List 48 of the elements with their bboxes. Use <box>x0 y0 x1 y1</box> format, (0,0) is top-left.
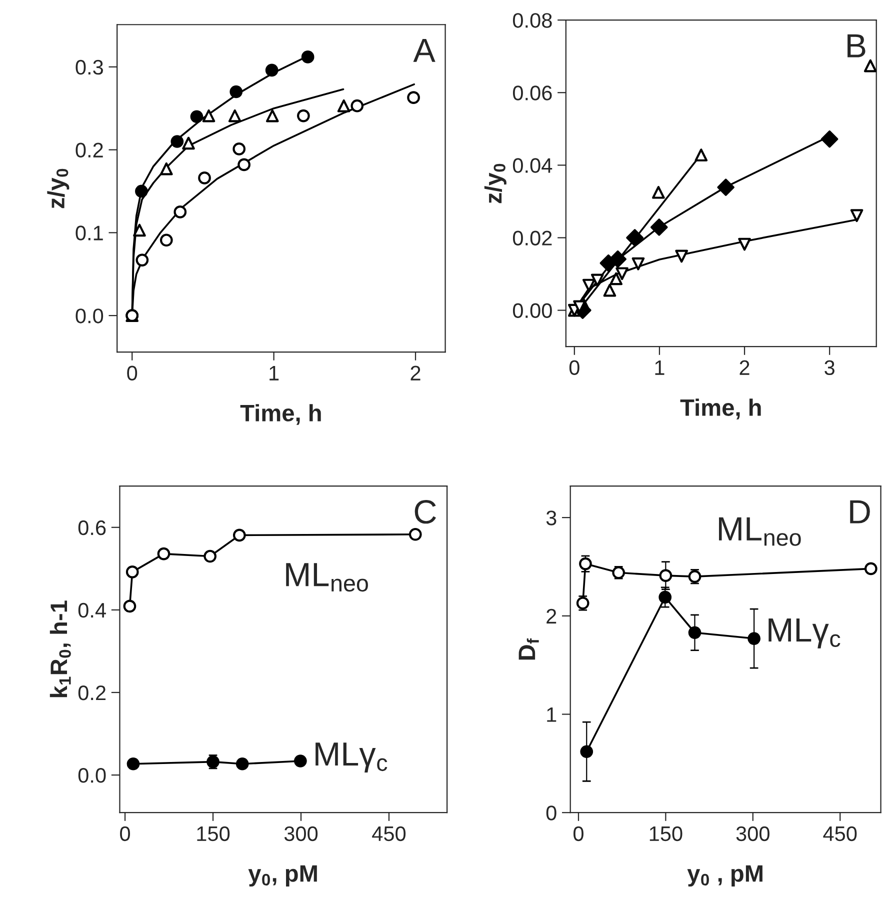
x-tick-label: 1 <box>270 366 279 380</box>
x-axis-title: y$_{0}$, pM <box>248 865 317 887</box>
y-tick-label: 0.02 <box>512 230 552 246</box>
y-tick-label: 0.6 <box>78 520 106 536</box>
y-tick-label: 0.00 <box>512 303 552 318</box>
y-tick-label: 0 <box>546 806 556 820</box>
x-tick-label: 150 <box>197 826 230 842</box>
y-tick-label: 0.0 <box>76 308 104 324</box>
x-axis-title: y$_{0}$ , pM <box>687 865 762 887</box>
x-tick-label: 300 <box>736 826 770 842</box>
y-axis-title: D$_{f}$ <box>518 638 539 660</box>
y-tick-label: 0.4 <box>78 602 106 618</box>
x-axis-title: Time, h <box>680 398 761 420</box>
annotation: ML$_{neo}$ <box>718 517 801 546</box>
x-tick-label: 1 <box>655 360 664 375</box>
x-tick-label: 0 <box>127 366 138 381</box>
x-tick-label: 0 <box>120 826 130 842</box>
x-tick-label: 2 <box>410 366 420 380</box>
annotation: A <box>413 38 436 62</box>
y-tick-label: 0.2 <box>78 685 106 700</box>
y-tick-label: 2 <box>546 608 556 624</box>
y-axis-title: z/y$_{0}$ <box>484 164 506 204</box>
annotation: D <box>850 500 870 524</box>
y-tick-label: 0.1 <box>76 226 103 240</box>
x-tick-label: 300 <box>284 826 318 842</box>
annotation: MLγ$_{c}$ <box>316 742 388 772</box>
y-tick-label: 0.2 <box>76 142 103 158</box>
y-tick-label: 1 <box>547 707 556 722</box>
y-tick-label: 3 <box>546 510 556 526</box>
x-tick-label: 0 <box>569 360 580 376</box>
y-tick-label: 0.3 <box>76 60 103 75</box>
y-tick-label: 0.0 <box>78 768 106 783</box>
x-tick-label: 450 <box>823 826 857 842</box>
y-axis-title: z/y$_{0}$ <box>47 168 70 208</box>
y-tick-label: 0.04 <box>512 158 552 173</box>
annotation: ML$_{neo}$ <box>286 563 368 592</box>
x-tick-label: 2 <box>740 360 750 375</box>
y-axis-title: k$_{1}$R$_{0}$, h-1 <box>50 600 71 698</box>
x-tick-label: 450 <box>372 826 406 842</box>
annotation: MLγ$_{c}$ <box>768 618 840 648</box>
x-axis-title: Time, h <box>240 404 321 425</box>
y-tick-label: 0.06 <box>512 86 552 100</box>
annotation: B <box>848 34 866 58</box>
annotation: C <box>414 500 436 524</box>
x-tick-label: 3 <box>824 360 834 376</box>
y-tick-label: 0.08 <box>512 13 552 28</box>
x-tick-label: 0 <box>574 826 584 842</box>
x-tick-label: 150 <box>650 826 682 842</box>
